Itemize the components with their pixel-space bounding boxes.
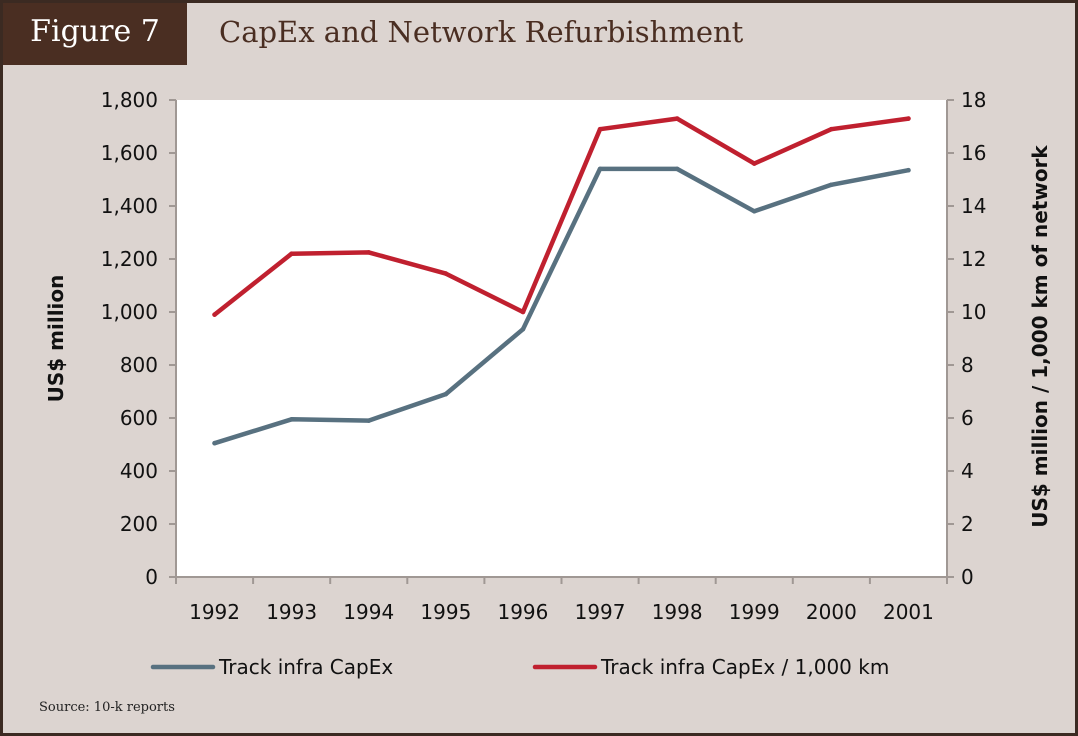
y2-tick-label: 8 [961,353,974,377]
x-tick-label: 1996 [497,600,548,624]
y2-tick-label: 14 [961,194,986,218]
data-point-1 [751,209,757,214]
x-tick-label: 2001 [883,600,934,624]
y2-tick-label: 4 [961,459,974,483]
y2-tick-label: 0 [961,565,974,589]
data-point-1 [289,417,294,422]
y2-axis-title: US$ million / 1,000 km of network [1028,145,1052,528]
y2-tick-label: 18 [961,88,986,112]
data-point-1 [829,182,834,188]
data-point-2 [289,251,294,256]
data-point-2 [366,250,372,255]
data-point-1 [906,167,911,173]
y-tick-label: 1,400 [101,194,158,218]
axis-labels: US$ million US$ million / 1,000 km of net… [44,145,1052,528]
x-tick-label: 1998 [652,600,703,624]
y2-tick-label: 10 [961,300,986,324]
figure-title: CapEx and Network Refurbishment [219,15,744,49]
y-tick-label: 1,800 [101,88,158,112]
y-tick-label: 0 [145,565,158,589]
data-point-2 [829,126,834,132]
series-lines [212,116,911,446]
x-tick-label: 1993 [266,600,317,624]
axes: 0 200 400 600 800 1,000 1,200 1,400 1,600 1,800 0 2… [101,88,987,624]
legend-label-1: Track infra CapEx [218,655,393,679]
y-tick-label: 600 [120,406,158,430]
data-point-2 [520,309,526,315]
y-tick-label: 200 [120,512,158,536]
plot-area [176,100,947,577]
data-point-1 [597,166,603,172]
data-point-2 [443,271,449,276]
y2-tick-label: 2 [961,512,974,536]
data-point-2 [906,116,911,121]
y-tick-label: 1,600 [101,141,158,165]
x-tick-label: 2000 [806,600,857,624]
x-tick-label: 1992 [189,600,240,624]
data-point-1 [674,166,680,172]
x-tick-label: 1994 [343,600,394,624]
y2-tick-label: 6 [961,406,974,430]
figure-frame: Figure 7 CapEx and Network Refurbishment… [3,3,1075,733]
data-point-2 [674,116,680,121]
data-point-1 [366,418,372,423]
data-point-2 [212,312,217,317]
y-tick-label: 1,200 [101,247,158,271]
series-line-1 [212,166,911,446]
data-point-1 [520,326,526,332]
y-tick-label: 800 [120,353,158,377]
data-point-2 [597,126,603,132]
x-tick-label: 1995 [420,600,471,624]
x-tick-label: 1999 [729,600,780,624]
y2-tick-label: 16 [961,141,986,165]
y-tick-label: 1,000 [101,300,158,324]
data-point-1 [212,440,217,446]
y-tick-label: 400 [120,459,158,483]
legend-label-2: Track infra CapEx / 1,000 km [600,655,889,679]
figure-label: Figure 7 [3,3,187,65]
legend: Track infra CapEx Track infra CapEx / 1,0… [150,655,889,679]
data-point-2 [751,161,757,166]
source-note: Source: 10-k reports [39,700,175,715]
line-chart: 0 200 400 600 800 1,000 1,200 1,400 1,600 1,800 0 2… [44,88,1052,679]
data-point-1 [443,391,449,397]
series-line-2 [212,116,911,317]
y-axis-title: US$ million [44,275,68,403]
y2-tick-label: 12 [961,247,986,271]
x-tick-label: 1997 [575,600,626,624]
